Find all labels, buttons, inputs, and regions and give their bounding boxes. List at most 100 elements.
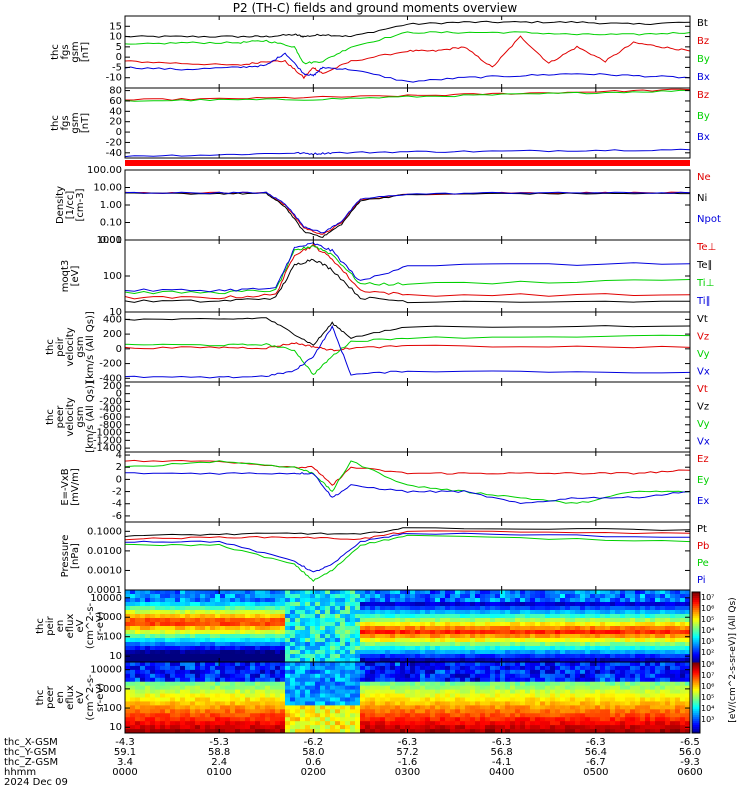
y-label-line: [km/s (All Qs)] — [85, 381, 96, 453]
y-label-line: thc — [50, 115, 61, 131]
y-axis-label: thc peer en eflux eV (cm^2-s-sr-eV) — [35, 674, 106, 721]
x-row-label: hhmm — [4, 767, 36, 778]
y-tick-label: -400 — [99, 404, 122, 415]
legend-Vy: Vy — [697, 349, 710, 360]
x-row-value: -6.3 — [492, 737, 512, 748]
y-label-line: fgs — [60, 115, 71, 130]
y-label-line: eV — [75, 619, 86, 632]
series-Ey — [124, 460, 691, 504]
y-tick-label: 0 — [116, 52, 122, 63]
legend-Ni: Ni — [697, 193, 707, 204]
x-row-value: -6.5 — [680, 737, 700, 748]
y-label-line: eflux — [65, 614, 76, 639]
legend-By: By — [697, 111, 710, 122]
y-label-line: sr-eV) — [95, 683, 106, 712]
y-tick-label: 10 — [109, 722, 122, 733]
y-tick-label: 100 — [103, 271, 122, 282]
legend-Bt: Bt — [697, 18, 708, 29]
y-tick-label: 60 — [109, 96, 122, 107]
colorbar-tick: 10³ — [701, 637, 714, 646]
colorbar-tick: 10² — [701, 648, 714, 657]
x-row-value: 56.8 — [491, 747, 513, 758]
series-Ti⊥ — [124, 245, 691, 295]
y-tick-label: 200 — [103, 329, 122, 340]
x-row-value: -5.3 — [209, 737, 229, 748]
panel-temperature: 1000 100 10 moqt3 [eV] Te⊥ Te∥ Ti⊥ Ti∥ — [60, 235, 716, 318]
y-tick-label: 40 — [109, 106, 122, 117]
colorbar-cell — [692, 708, 700, 712]
y-label-line: gsm — [75, 336, 86, 357]
y-tick-label: 0 — [116, 344, 122, 355]
colorbar-label: [eV/(cm^2-s-sr-eV)] (All Qs) — [728, 597, 738, 722]
x-row-value: 0400 — [489, 767, 514, 778]
legend-Pi: Pi — [697, 575, 706, 586]
y-label-line: velocity — [65, 327, 76, 366]
legend-Ex: Ex — [697, 496, 709, 507]
chart-title: P2 (TH-C) fields and ground moments over… — [232, 1, 518, 15]
x-row-value: -6.2 — [304, 737, 324, 748]
colorbar-cell — [692, 654, 700, 657]
y-label-line: Pressure — [60, 535, 71, 578]
y-tick-label: 10 — [109, 307, 122, 318]
x-row-value: -9.3 — [680, 757, 700, 768]
y-tick-label: 0.0100 — [87, 546, 122, 557]
y-label-line: (cm^2-s- — [85, 602, 96, 649]
y-axis-label: thc fgs gsm [nT] — [50, 112, 91, 133]
x-row-value: 0300 — [395, 767, 420, 778]
x-row-value: -6.3 — [586, 737, 606, 748]
x-row-value: 59.1 — [114, 747, 136, 758]
colorbar-cell — [692, 610, 700, 613]
series-Bx — [124, 148, 691, 158]
y-label-line: peir — [45, 615, 56, 635]
series-Pb — [124, 530, 691, 541]
y-label-line: en — [55, 691, 66, 704]
colorbar-tick: 10⁴ — [701, 704, 714, 713]
legend-Pb: Pb — [697, 541, 709, 552]
colorbar-cell — [692, 727, 700, 730]
legend-By: By — [697, 54, 710, 65]
legend-Vt: Vt — [697, 314, 708, 325]
y-label-line: [nT] — [80, 113, 91, 133]
y-tick-label: -1200 — [93, 435, 122, 446]
colorbar-cell — [692, 604, 700, 607]
colorbar-cell — [692, 716, 700, 720]
colorbar-cell — [692, 640, 700, 643]
colorbar-cell — [692, 722, 700, 726]
legend-Vy: Vy — [697, 419, 710, 430]
colorbar-cell — [692, 672, 700, 676]
colorbar-tick: 10⁷ — [701, 593, 714, 602]
colorbar-cell — [692, 668, 700, 671]
legend-Ne: Ne — [697, 172, 711, 183]
colorbar-cell — [692, 656, 700, 659]
colorbar-tick: 10³ — [701, 715, 714, 724]
x-row-value: 57.2 — [396, 747, 418, 758]
x-row-value: 56.4 — [585, 747, 607, 758]
colorbar-cell — [692, 720, 700, 724]
colorbar-cell — [692, 626, 700, 629]
y-tick-label: 15 — [109, 21, 122, 32]
y-tick-label: 100.00 — [87, 165, 122, 176]
colorbar-cell — [692, 624, 700, 627]
colorbar-cell — [692, 688, 700, 692]
y-tick-label: 0.1000 — [87, 526, 122, 537]
series-Vz — [124, 342, 691, 352]
series-By — [124, 89, 691, 102]
y-tick-label: 0 — [116, 127, 122, 138]
colorbar-cell — [692, 710, 700, 714]
y-tick-label: -600 — [99, 412, 122, 423]
colorbar-cell — [692, 662, 700, 665]
x-row-value: 0200 — [301, 767, 326, 778]
y-tick-label: -20 — [106, 137, 122, 148]
y-tick-label: -1400 — [93, 443, 122, 454]
y-tick-label: 0.0010 — [87, 565, 122, 576]
y-tick-label: -5 — [112, 62, 122, 73]
colorbar-cell — [692, 602, 700, 605]
colorbar-cell — [692, 678, 700, 682]
colorbar-cell — [692, 682, 700, 686]
legend-Npot: Npot — [697, 214, 721, 225]
colorbar-cell — [692, 724, 700, 728]
colorbar-cell — [692, 666, 700, 669]
y-tick-label: -200 — [99, 396, 122, 407]
